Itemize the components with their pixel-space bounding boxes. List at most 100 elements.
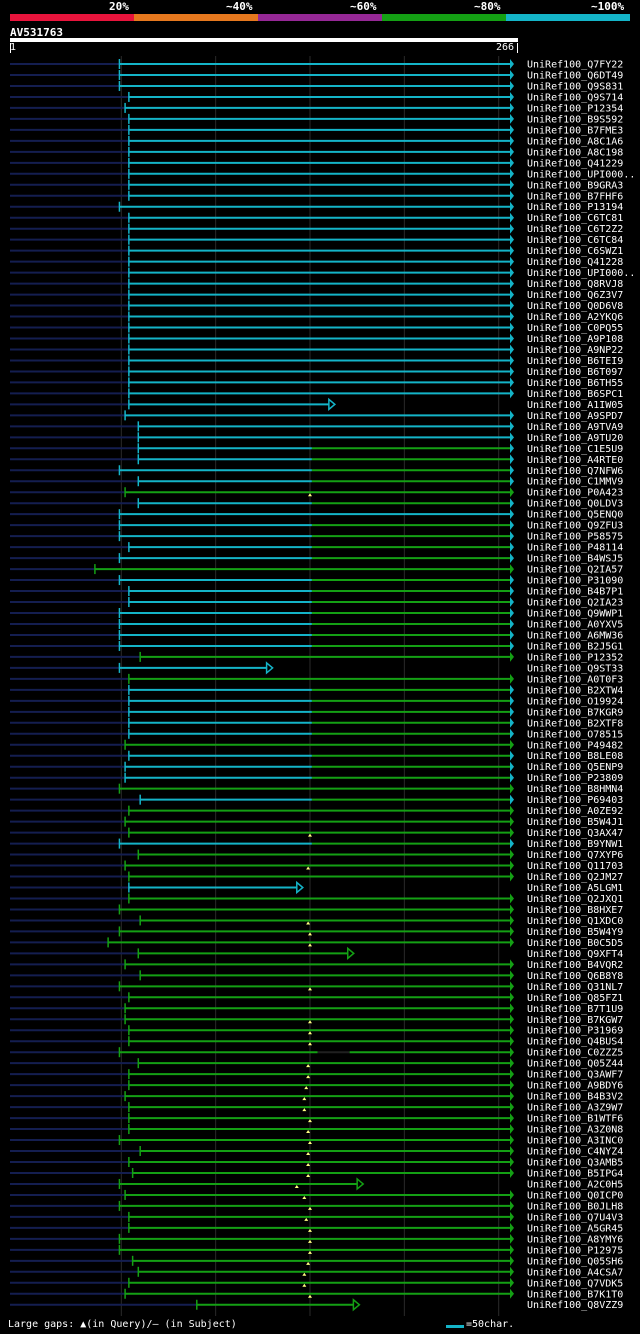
hit-label[interactable]: UniRef100_A3Z9W7	[527, 1103, 623, 1114]
hit-label[interactable]: UniRef100_O19924	[527, 696, 623, 707]
hit-label[interactable]: UniRef100_Q7U4V3	[527, 1212, 623, 1223]
hit-label[interactable]: UniRef100_B7FHF6	[527, 191, 623, 202]
hit-label[interactable]: UniRef100_A2C0H5	[527, 1179, 623, 1190]
hit-label[interactable]: UniRef100_B9YNW1	[527, 839, 623, 850]
hit-label[interactable]: UniRef100_B7FME3	[527, 125, 623, 136]
hit-label[interactable]: UniRef100_B0C5D5	[527, 938, 623, 949]
hit-label[interactable]: UniRef100_C1E5U9	[527, 444, 623, 455]
hit-label[interactable]: UniRef100_P48114	[527, 543, 623, 554]
hit-label[interactable]: UniRef100_Q0ICP0	[527, 1190, 623, 1201]
hit-label[interactable]: UniRef100_UPI000..	[527, 169, 635, 180]
hit-label[interactable]: UniRef100_Q85FZ1	[527, 993, 623, 1004]
hit-label[interactable]: UniRef100_Q7NFW6	[527, 466, 623, 477]
hit-label[interactable]: UniRef100_P58575	[527, 532, 623, 543]
hit-label[interactable]: UniRef100_A3Z0N8	[527, 1125, 623, 1136]
hit-label[interactable]: UniRef100_Q41229	[527, 158, 623, 169]
hit-label[interactable]: UniRef100_B7KGW7	[527, 1015, 623, 1026]
hit-label[interactable]: UniRef100_A8C1A6	[527, 136, 623, 147]
hit-label[interactable]: UniRef100_B1WTF6	[527, 1114, 623, 1125]
hit-label[interactable]: UniRef100_B5IPG4	[527, 1168, 623, 1179]
hit-label[interactable]: UniRef100_Q9ZFU3	[527, 521, 623, 532]
hit-label[interactable]: UniRef100_A8YMY6	[527, 1234, 623, 1245]
hit-label[interactable]: UniRef100_P12975	[527, 1245, 623, 1256]
hit-label[interactable]: UniRef100_B6TEI9	[527, 356, 623, 367]
hit-label[interactable]: UniRef100_Q5ENP9	[527, 762, 623, 773]
hit-label[interactable]: UniRef100_Q41228	[527, 257, 623, 268]
hit-label[interactable]: UniRef100_Q0D6V8	[527, 301, 623, 312]
hit-label[interactable]: UniRef100_B5W4J1	[527, 817, 623, 828]
hit-label[interactable]: UniRef100_C1MMV9	[527, 477, 623, 488]
hit-label[interactable]: UniRef100_P69403	[527, 795, 623, 806]
hit-label[interactable]: UniRef100_B7T1U9	[527, 1004, 623, 1015]
hit-label[interactable]: UniRef100_B2XTF8	[527, 718, 623, 729]
hit-label[interactable]: UniRef100_C6TC84	[527, 235, 623, 246]
hit-label[interactable]: UniRef100_P31090	[527, 576, 623, 587]
hit-label[interactable]: UniRef100_C4NYZ4	[527, 1147, 623, 1158]
hit-label[interactable]: UniRef100_Q31NL7	[527, 982, 623, 993]
hit-label[interactable]: UniRef100_C6SWZ1	[527, 246, 623, 257]
hit-label[interactable]: UniRef100_A0YXV5	[527, 619, 623, 630]
hit-label[interactable]: UniRef100_Q3AWF7	[527, 1070, 623, 1081]
hit-label[interactable]: UniRef100_Q9S831	[527, 81, 623, 92]
hit-label[interactable]: UniRef100_B8HXE7	[527, 905, 623, 916]
hit-label[interactable]: UniRef100_Q3AX47	[527, 828, 623, 839]
hit-label[interactable]: UniRef100_A4CSA7	[527, 1267, 623, 1278]
hit-label[interactable]: UniRef100_A2YKQ6	[527, 312, 623, 323]
hit-label[interactable]: UniRef100_A9TVA9	[527, 422, 623, 433]
hit-label[interactable]: UniRef100_Q7FY22	[527, 60, 623, 71]
hit-label[interactable]: UniRef100_Q6DT49	[527, 70, 623, 81]
hit-label[interactable]: UniRef100_B4B3V2	[527, 1092, 623, 1103]
hit-label[interactable]: UniRef100_Q9XFT4	[527, 949, 623, 960]
hit-label[interactable]: UniRef100_B2J5G1	[527, 641, 623, 652]
hit-label[interactable]: UniRef100_Q6Z3V7	[527, 290, 623, 301]
hit-label[interactable]: UniRef100_C0PQ55	[527, 323, 623, 334]
hit-label[interactable]: UniRef100_P12354	[527, 103, 623, 114]
hit-label[interactable]: UniRef100_B6SPC1	[527, 389, 623, 400]
hit-label[interactable]: UniRef100_Q8VZZ9	[527, 1300, 623, 1311]
hit-label[interactable]: UniRef100_P31969	[527, 1026, 623, 1037]
hit-label[interactable]: UniRef100_Q4BUS4	[527, 1037, 623, 1048]
hit-label[interactable]: UniRef100_UPI000..	[527, 268, 635, 279]
hit-label[interactable]: UniRef100_A0T0F3	[527, 674, 623, 685]
hit-label[interactable]: UniRef100_Q2IA57	[527, 565, 623, 576]
hit-label[interactable]: UniRef100_C6TC81	[527, 213, 623, 224]
hit-label[interactable]: UniRef100_Q05Z44	[527, 1059, 623, 1070]
hit-label[interactable]: UniRef100_O78515	[527, 729, 623, 740]
hit-label[interactable]: UniRef100_B7KGR9	[527, 707, 623, 718]
hit-label[interactable]: UniRef100_B6T097	[527, 367, 623, 378]
hit-label[interactable]: UniRef100_Q0LDV3	[527, 499, 623, 510]
hit-label[interactable]: UniRef100_P23809	[527, 773, 623, 784]
hit-label[interactable]: UniRef100_Q9S714	[527, 92, 623, 103]
hit-label[interactable]: UniRef100_Q2JXQ1	[527, 894, 623, 905]
hit-label[interactable]: UniRef100_B9GRA3	[527, 180, 623, 191]
hit-label[interactable]: UniRef100_A1IW05	[527, 400, 623, 411]
hit-label[interactable]: UniRef100_B6TH55	[527, 378, 623, 389]
hit-label[interactable]: UniRef100_A9NP22	[527, 345, 623, 356]
hit-label[interactable]: UniRef100_B7K1T0	[527, 1289, 623, 1300]
hit-label[interactable]: UniRef100_B4WSJ5	[527, 554, 623, 565]
hit-label[interactable]: UniRef100_Q5ENQ0	[527, 510, 623, 521]
hit-label[interactable]: UniRef100_B4B7P1	[527, 587, 623, 598]
hit-label[interactable]: UniRef100_A3INC0	[527, 1136, 623, 1147]
hit-label[interactable]: UniRef100_A9SPD7	[527, 411, 623, 422]
hit-label[interactable]: UniRef100_Q6B8Y8	[527, 971, 623, 982]
hit-label[interactable]: UniRef100_C0ZZZ5	[527, 1048, 623, 1059]
hit-label[interactable]: UniRef100_A5LGM1	[527, 883, 623, 894]
hit-label[interactable]: UniRef100_Q3AMB5	[527, 1158, 623, 1169]
hit-label[interactable]: UniRef100_Q7VDK5	[527, 1278, 623, 1289]
hit-label[interactable]: UniRef100_P12352	[527, 652, 623, 663]
hit-label[interactable]: UniRef100_B4VQR2	[527, 960, 623, 971]
hit-label[interactable]: UniRef100_P49482	[527, 740, 623, 751]
hit-label[interactable]: UniRef100_Q7XYP6	[527, 850, 623, 861]
hit-label[interactable]: UniRef100_A0ZE92	[527, 806, 623, 817]
hit-label[interactable]: UniRef100_Q05SH6	[527, 1256, 623, 1267]
hit-label[interactable]: UniRef100_P0A423	[527, 488, 623, 499]
hit-label[interactable]: UniRef100_B5W4Y9	[527, 927, 623, 938]
hit-label[interactable]: UniRef100_B2XTW4	[527, 685, 623, 696]
hit-label[interactable]: UniRef100_Q8RVJ8	[527, 279, 623, 290]
hit-label[interactable]: UniRef100_A9P108	[527, 334, 623, 345]
hit-label[interactable]: UniRef100_B8LE08	[527, 751, 623, 762]
hit-label[interactable]: UniRef100_Q1XDC0	[527, 916, 623, 927]
hit-label[interactable]: UniRef100_Q11703	[527, 861, 623, 872]
hit-label[interactable]: UniRef100_Q9WWP1	[527, 609, 623, 620]
